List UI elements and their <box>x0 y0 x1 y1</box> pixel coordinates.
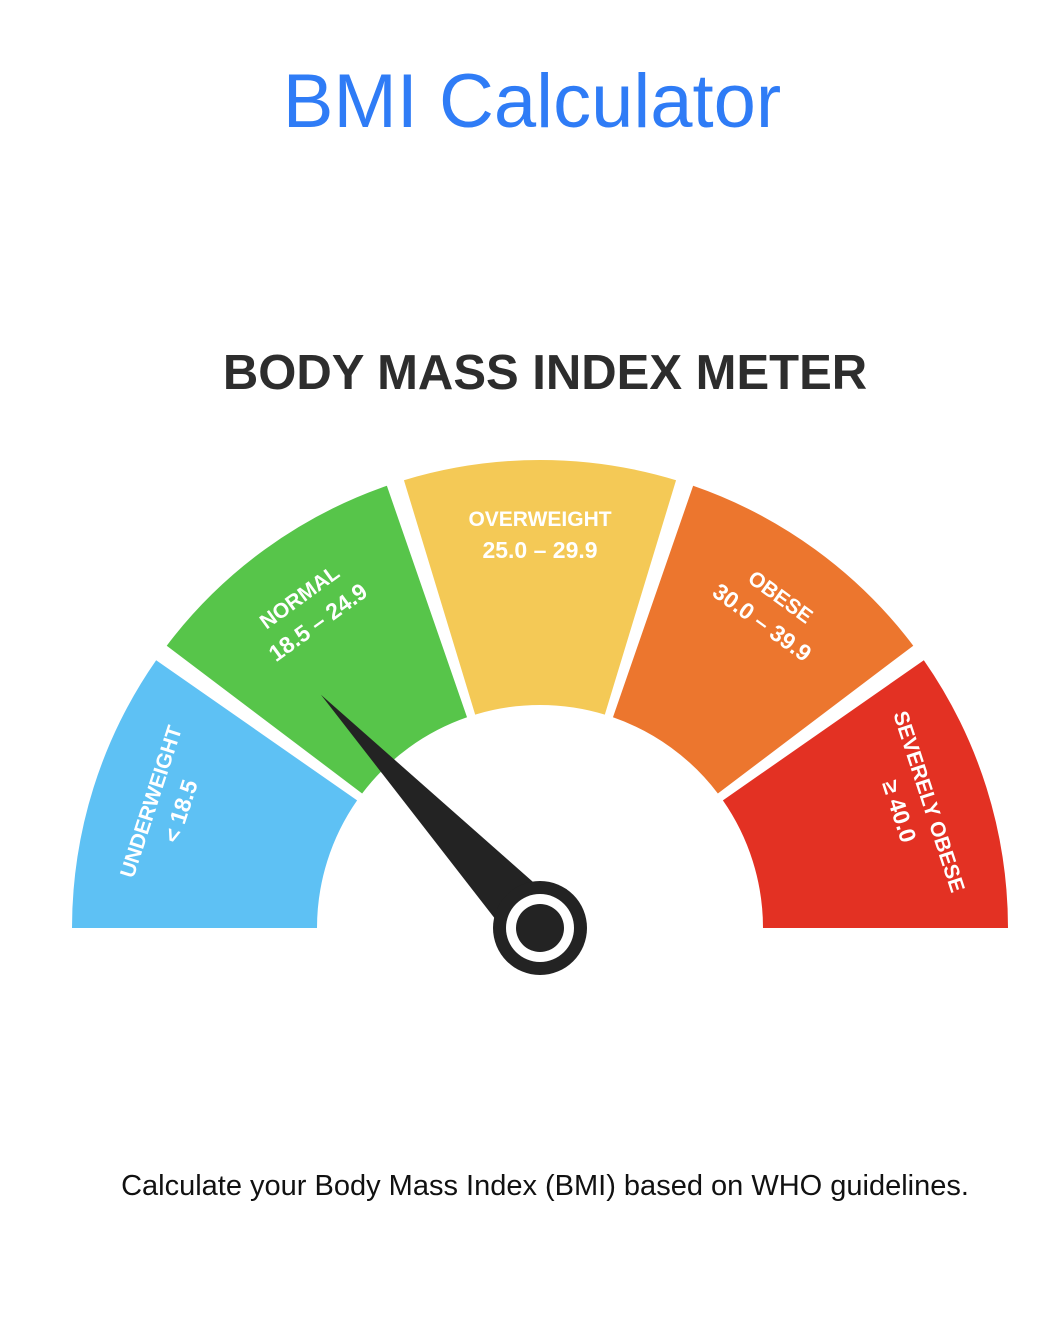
needle-pointer <box>320 694 562 949</box>
zone-label-name: OVERWEIGHT <box>468 508 611 531</box>
zone-severely-obese <box>722 660 1008 928</box>
page-title: BMI Calculator <box>282 59 782 144</box>
meter-zones <box>72 460 1008 928</box>
zone-normal <box>166 485 468 794</box>
zone-underweight <box>72 660 358 928</box>
zone-overweight <box>403 460 677 715</box>
zone-obese <box>612 485 914 794</box>
meter-needle <box>320 694 587 975</box>
bmi-meter-graphic: BODY MASS INDEX METER UNDERWEIGHT < 18.5… <box>72 346 1008 975</box>
page-description: Calculate your Body Mass Index (BMI) bas… <box>121 1170 969 1202</box>
bmi-meter-figure: BODY MASS INDEX METER UNDERWEIGHT < 18.5… <box>60 325 1020 1005</box>
meter-heading: BODY MASS INDEX METER <box>223 346 867 400</box>
zone-label-overweight: OVERWEIGHT 25.0 – 29.9 <box>468 508 611 563</box>
zone-label-range: 25.0 – 29.9 <box>482 537 597 563</box>
needle-hub-center <box>516 904 564 952</box>
